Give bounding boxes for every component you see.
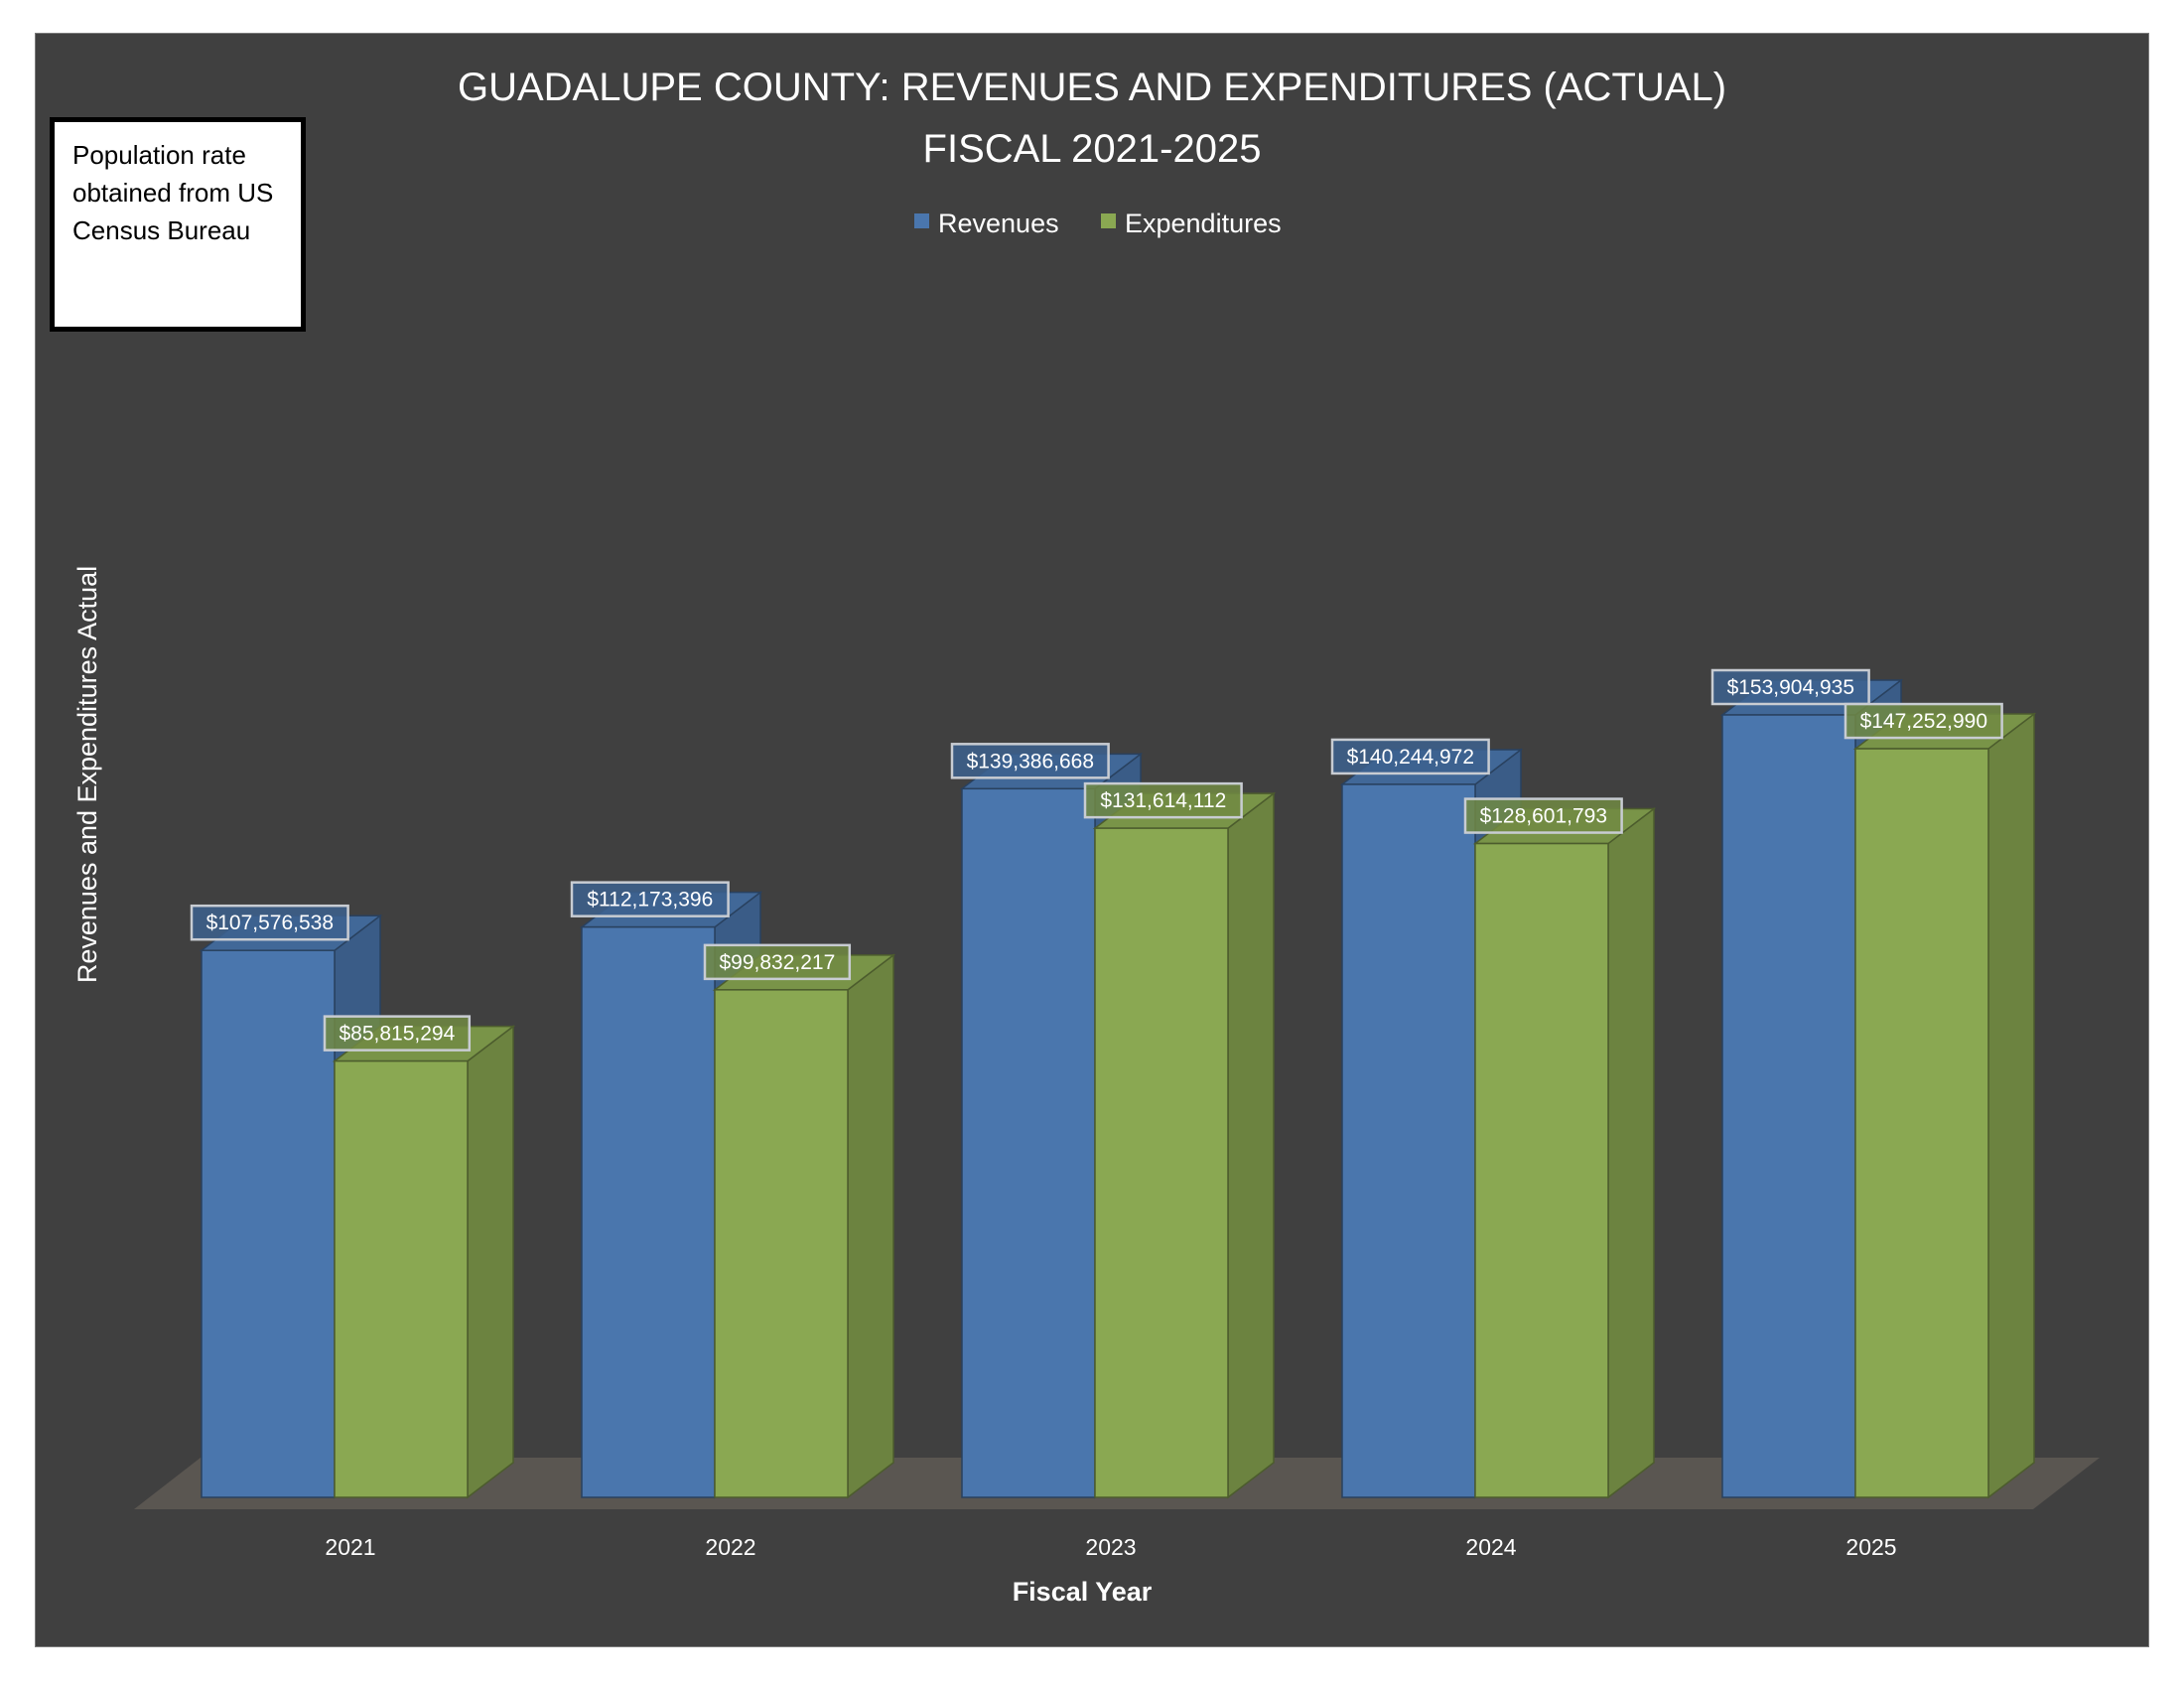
- bars-layer: [199, 678, 2037, 1499]
- data-label-box: [1330, 738, 1490, 775]
- data-label-expenditures-2025: $147,252,990: [1843, 702, 2003, 740]
- note-box: Population rate obtained from US Census …: [50, 117, 306, 332]
- note-text: Population rate obtained from US Census …: [72, 140, 274, 245]
- legend-label-expenditures: Expenditures: [1125, 209, 1282, 238]
- y-axis-title: Revenues and Expenditures Actual: [72, 566, 102, 983]
- data-label-box: [190, 904, 349, 941]
- bar-side-face: [1227, 791, 1275, 1499]
- data-label-text: $131,614,112: [1100, 789, 1226, 812]
- x-tick-label-2022: 2022: [705, 1534, 755, 1560]
- data-label-text: $128,601,793: [1480, 805, 1607, 828]
- chart-subtitle: FISCAL 2021-2025: [923, 127, 1262, 171]
- data-label-box: [323, 1015, 472, 1052]
- bar-side-face: [847, 953, 894, 1499]
- x-tick-label-2021: 2021: [325, 1534, 375, 1560]
- data-label-text: $107,576,538: [206, 912, 334, 934]
- legend-swatch-expenditures: [1101, 213, 1116, 228]
- bar-expenditures-2025: [1852, 712, 2037, 1499]
- legend-swatch-revenues: [914, 213, 929, 228]
- bar-front-face: [1721, 714, 1856, 1498]
- data-label-expenditures-2023: $131,614,112: [1083, 781, 1243, 819]
- data-label-text: $99,832,217: [720, 951, 836, 974]
- bar-side-face: [467, 1025, 514, 1499]
- x-tick-label-2025: 2025: [1845, 1534, 1896, 1560]
- data-label-box: [1710, 668, 1870, 706]
- data-label-expenditures-2021: $85,815,294: [323, 1015, 472, 1052]
- bar-expenditures-2024: [1472, 807, 1657, 1499]
- data-label-box: [1463, 797, 1623, 834]
- data-label-revenues-2025: $153,904,935: [1710, 668, 1870, 706]
- data-label-revenues-2022: $112,173,396: [570, 881, 730, 917]
- x-tick-label-2023: 2023: [1085, 1534, 1136, 1560]
- bar-front-face: [581, 925, 716, 1498]
- data-label-box: [1843, 702, 2003, 740]
- data-label-text: $139,386,668: [967, 750, 1094, 773]
- data-label-box: [570, 881, 730, 917]
- data-label-box: [1083, 781, 1243, 819]
- bar-front-face: [961, 787, 1096, 1498]
- bar-expenditures-2021: [332, 1025, 516, 1499]
- bar-front-face: [201, 949, 336, 1498]
- bar-side-face: [1607, 807, 1655, 1499]
- bar-front-face: [1341, 783, 1476, 1498]
- data-label-text: $153,904,935: [1727, 676, 1854, 699]
- bar-front-face: [714, 989, 849, 1498]
- data-label-expenditures-2022: $99,832,217: [703, 943, 852, 981]
- bar-front-face: [334, 1059, 469, 1498]
- bar-front-face: [1854, 748, 1989, 1498]
- legend-label-revenues: Revenues: [938, 209, 1059, 238]
- data-labels-layer: $107,576,538 $85,815,294 $112,173,396 $99,8…: [190, 668, 2003, 1052]
- bar-expenditures-2022: [712, 953, 896, 1499]
- bar-side-face: [1987, 712, 2035, 1499]
- x-axis-title: Fiscal Year: [1013, 1577, 1153, 1607]
- legend: Revenues Expenditures: [914, 209, 1282, 238]
- data-label-revenues-2021: $107,576,538: [190, 904, 349, 941]
- data-label-revenues-2023: $139,386,668: [950, 743, 1110, 779]
- data-label-text: $112,173,396: [587, 889, 713, 912]
- data-label-text: $147,252,990: [1860, 710, 1987, 733]
- x-tick-labels: 2021 2022 2023 2024 2025: [325, 1534, 1896, 1560]
- x-tick-label-2024: 2024: [1465, 1534, 1516, 1560]
- data-label-expenditures-2024: $128,601,793: [1463, 797, 1623, 834]
- data-label-box: [703, 943, 852, 981]
- chart-title: GUADALUPE COUNTY: REVENUES AND EXPENDITU…: [458, 66, 1726, 109]
- data-label-text: $85,815,294: [340, 1023, 456, 1046]
- bar-front-face: [1094, 827, 1229, 1498]
- bar-expenditures-2023: [1092, 791, 1277, 1499]
- data-label-revenues-2024: $140,244,972: [1330, 738, 1490, 775]
- bar-front-face: [1474, 842, 1609, 1498]
- data-label-box: [950, 743, 1110, 779]
- data-label-text: $140,244,972: [1347, 746, 1474, 769]
